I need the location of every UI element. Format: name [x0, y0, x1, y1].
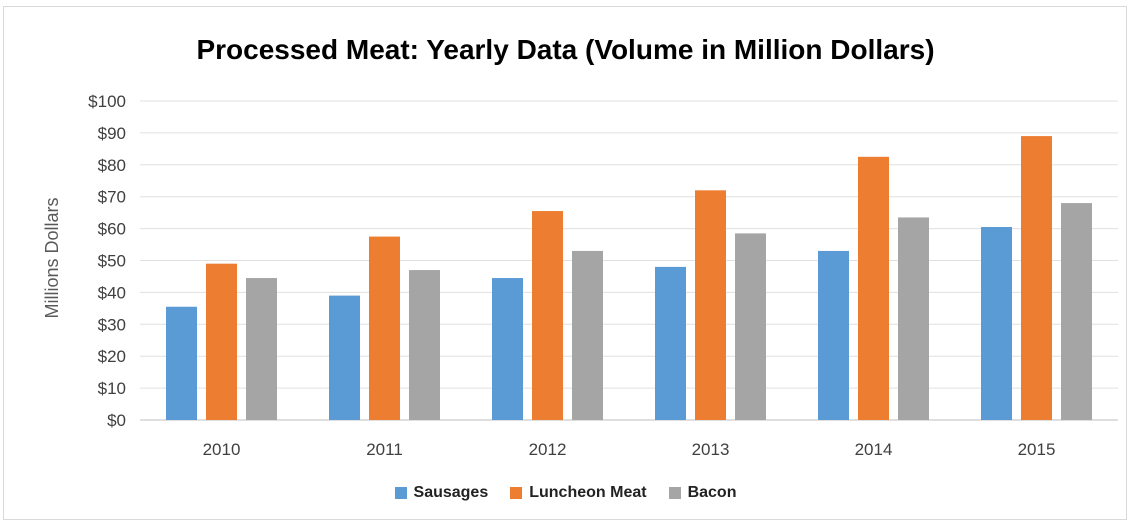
x-tick-label: 2010: [203, 440, 241, 459]
x-tick-label: 2015: [1018, 440, 1056, 459]
bar-luncheon-meat-2010: [206, 263, 237, 420]
bar-bacon-2013: [735, 233, 766, 420]
legend-swatch-bacon: [668, 487, 681, 499]
bar-bacon-2011: [409, 270, 440, 420]
bar-luncheon-meat-2015: [1021, 136, 1052, 420]
bar-sausages-2010: [166, 306, 197, 420]
legend-item-bacon: Bacon: [668, 484, 737, 502]
bar-sausages-2015: [981, 227, 1012, 420]
bar-bacon-2012: [572, 250, 603, 420]
x-axis-ticks: 2010 2011 2012 2013 2014 2015: [203, 440, 1056, 459]
bar-luncheon-meat-2013: [695, 190, 726, 420]
y-tick-label: $30: [98, 315, 126, 334]
bar-bacon-2014: [898, 217, 929, 420]
y-tick-label: $50: [98, 252, 126, 271]
y-tick-label: $10: [98, 379, 126, 398]
y-tick-label: $20: [98, 347, 126, 366]
x-tick-label: 2012: [529, 440, 567, 459]
legend-label-bacon: Bacon: [687, 484, 737, 501]
y-tick-label: $90: [98, 124, 126, 143]
bar-sausages-2014: [818, 250, 849, 420]
y-tick-label: $0: [107, 411, 126, 430]
legend-item-luncheon-meat: Luncheon Meat: [510, 484, 647, 502]
legend-item-sausages: Sausages: [394, 484, 489, 502]
bar-luncheon-meat-2014: [858, 156, 889, 420]
legend-label-luncheon-meat: Luncheon Meat: [529, 484, 647, 501]
bar-bacon-2015: [1061, 203, 1092, 420]
bar-sausages-2012: [492, 278, 523, 420]
legend-label-sausages: Sausages: [413, 484, 489, 501]
chart-title: Processed Meat: Yearly Data (Volume in M…: [196, 34, 935, 65]
y-tick-label: $70: [98, 188, 126, 207]
bar-sausages-2013: [655, 266, 686, 420]
legend-swatch-luncheon-meat: [510, 487, 523, 499]
y-axis-label: Millions Dollars: [42, 197, 62, 318]
chart-frame: [3, 6, 1127, 520]
y-tick-label: $40: [98, 283, 126, 302]
gridlines: [140, 100, 1118, 421]
y-tick-label: $100: [88, 92, 126, 111]
bar-bacon-2010: [246, 278, 277, 420]
y-axis-ticks: $0 $10 $20 $30 $40 $50 $60 $70 $80 $90 $100: [88, 92, 126, 430]
x-tick-label: 2013: [692, 440, 730, 459]
bars: [166, 136, 1092, 420]
x-tick-label: 2014: [855, 440, 893, 459]
legend: Sausages Luncheon Meat Bacon: [0, 484, 1131, 502]
x-tick-label: 2011: [366, 440, 403, 459]
y-tick-label: $60: [98, 220, 126, 239]
y-tick-label: $80: [98, 156, 126, 175]
legend-swatch-sausages: [394, 487, 407, 499]
bar-luncheon-meat-2012: [532, 211, 563, 420]
bar-sausages-2011: [329, 295, 360, 420]
bar-luncheon-meat-2011: [369, 236, 400, 420]
